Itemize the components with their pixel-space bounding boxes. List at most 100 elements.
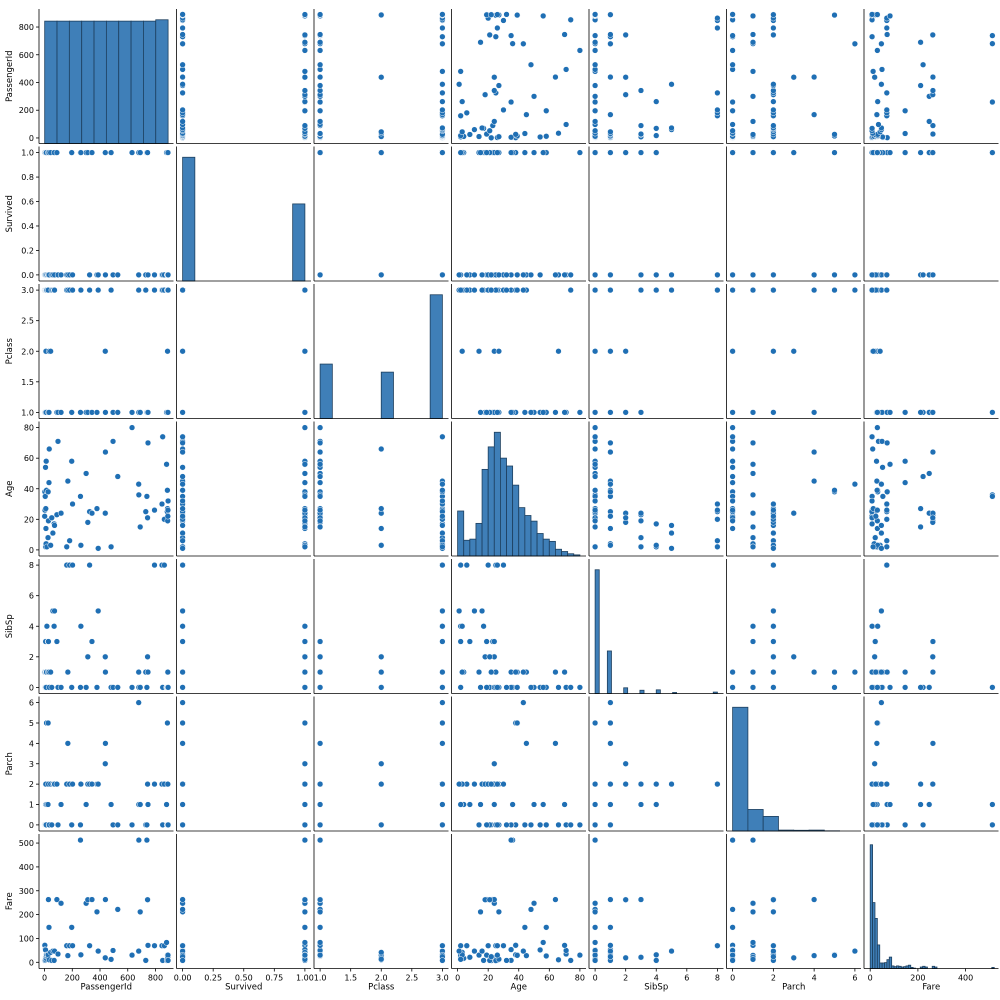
point-fare-vs-pclass-50	[316, 896, 324, 903]
point-parch-vs-age-17	[555, 821, 562, 829]
point-fare-vs-passengerid-29	[68, 924, 75, 931]
point-parch-vs-age-5	[536, 821, 544, 829]
point-sibsp-vs-age-50	[486, 653, 493, 660]
point-survived-vs-passengerid-45	[135, 271, 142, 279]
point-parch-vs-sibsp-50	[622, 780, 629, 788]
point-sibsp-vs-passengerid-37	[93, 684, 101, 691]
point-passengerid-vs-survived-39	[179, 73, 186, 81]
point-passengerid-vs-parch-51	[749, 31, 757, 38]
y-tick-label-sibsp-0: 0	[29, 683, 34, 692]
point-sibsp-vs-age-26	[457, 561, 464, 569]
point-sibsp-vs-passengerid-63	[164, 684, 172, 691]
point-sibsp-vs-pclass-18	[378, 668, 385, 676]
point-parch-vs-age-46	[509, 801, 516, 808]
point-age-vs-survived-33	[301, 470, 309, 477]
point-parch-vs-age-41	[457, 801, 464, 808]
point-sibsp-vs-age-47	[477, 684, 484, 691]
point-passengerid-vs-fare-43	[919, 61, 927, 68]
point-parch-vs-passengerid-41	[107, 801, 115, 808]
point-parch-vs-passengerid-52	[151, 780, 158, 788]
point-passengerid-vs-fare-40	[871, 74, 878, 81]
point-sibsp-vs-survived-63	[179, 684, 186, 691]
point-passengerid-vs-age-42	[562, 66, 570, 73]
point-passengerid-vs-sibsp-49	[591, 32, 599, 39]
point-parch-vs-survived-14	[301, 719, 309, 727]
point-age-vs-sibsp-13	[637, 534, 645, 541]
point-passengerid-vs-pclass-32	[439, 98, 446, 105]
point-parch-vs-sibsp-61	[607, 780, 614, 788]
point-pclass-vs-age-58	[514, 286, 521, 294]
point-sibsp-vs-parch-61	[770, 668, 777, 676]
point-age-vs-passengerid-42	[109, 438, 117, 445]
point-pclass-vs-parch-18	[770, 348, 777, 355]
y-tick-label-survived-5: 1.0	[21, 149, 34, 158]
point-passengerid-vs-fare-49	[989, 32, 996, 39]
point-sibsp-vs-parch-55	[770, 561, 777, 569]
point-age-vs-pclass-63	[439, 497, 446, 505]
point-passengerid-vs-parch-58	[831, 11, 838, 19]
point-age-vs-sibsp-26	[714, 543, 721, 550]
hist-bar-passengerid-9	[155, 19, 169, 144]
point-age-vs-parch-61	[770, 513, 777, 520]
point-parch-vs-age-16	[521, 821, 529, 829]
point-age-vs-passengerid-8	[42, 525, 50, 532]
point-fare-vs-parch-27	[810, 952, 818, 959]
panel-sibsp-vs-passengerid: 0 2 4 6 8	[29, 559, 174, 694]
point-sibsp-vs-parch-39	[810, 668, 818, 676]
point-fare-vs-age-21	[480, 957, 487, 964]
point-passengerid-vs-age-33	[530, 93, 538, 100]
point-parch-vs-sibsp-51	[607, 801, 614, 808]
point-parch-vs-fare-58	[873, 719, 881, 727]
point-parch-vs-passengerid-56	[163, 801, 170, 808]
x-tick-label-survived-3: 0.75	[265, 974, 283, 983]
point-passengerid-vs-pclass-40	[378, 74, 385, 81]
point-pclass-vs-passengerid-51	[144, 409, 152, 416]
point-age-vs-fare-29	[901, 458, 909, 465]
point-age-vs-sibsp-18	[607, 542, 614, 549]
point-passengerid-vs-age-5	[536, 133, 544, 141]
point-fare-vs-age-3	[507, 946, 515, 953]
x-tick-label-parch-2: 4	[812, 974, 817, 983]
x-tick-label-survived-4: 1.00	[296, 974, 314, 983]
point-pclass-vs-fare-63	[868, 286, 876, 294]
point-sibsp-vs-pclass-40	[378, 653, 385, 660]
point-age-vs-survived-38	[179, 545, 186, 552]
point-parch-vs-sibsp-38	[668, 780, 675, 788]
point-age-vs-parch-45	[851, 481, 859, 488]
x-tick-label-parch-1: 2	[771, 974, 776, 983]
point-pclass-vs-age-59	[495, 348, 503, 355]
point-pclass-vs-passengerid-40	[102, 348, 109, 355]
point-parch-vs-fare-47	[917, 801, 924, 808]
point-survived-vs-passengerid-51	[144, 271, 152, 279]
point-age-vs-parch-58	[831, 487, 838, 494]
x-tick-label-age-2: 40	[514, 974, 524, 983]
point-fare-vs-passengerid-31	[77, 836, 84, 844]
point-parch-vs-age-20	[471, 780, 478, 788]
point-sibsp-vs-pclass-36	[316, 638, 324, 645]
point-pclass-vs-passengerid-35	[86, 286, 93, 294]
point-survived-vs-passengerid-47	[137, 149, 144, 156]
panel-age-vs-passengerid: 0 20 40 60 80	[24, 421, 174, 557]
point-survived-vs-passengerid-32	[77, 149, 85, 156]
point-survived-vs-parch-61	[770, 271, 777, 279]
point-pclass-vs-parch-56	[749, 409, 757, 416]
point-parch-vs-age-29	[543, 821, 550, 829]
panel-age-vs-parch	[726, 421, 861, 557]
point-fare-vs-parch-49	[729, 836, 736, 844]
point-age-vs-survived-28	[179, 537, 186, 544]
point-fare-vs-parch-55	[770, 942, 777, 949]
panel-survived-vs-passengerid: 0.0 0.2 0.4 0.6 0.8 1.0	[21, 146, 174, 282]
point-parch-vs-pclass-18	[378, 780, 385, 788]
point-sibsp-vs-passengerid-33	[82, 684, 90, 691]
point-passengerid-vs-age-22	[478, 124, 486, 132]
point-parch-vs-fare-38	[878, 780, 885, 788]
point-fare-vs-age-17	[555, 956, 562, 963]
point-passengerid-vs-sibsp-45	[607, 40, 614, 47]
point-passengerid-vs-pclass-30	[439, 106, 446, 114]
point-passengerid-vs-pclass-35	[439, 89, 446, 97]
point-sibsp-vs-age-18	[459, 668, 466, 676]
point-age-vs-parch-20	[770, 529, 777, 537]
hist-bar-pclass-0	[319, 363, 333, 419]
point-survived-vs-age-38	[455, 271, 463, 279]
pairplot-grid: 02004006008000.00.20.40.60.81.01.01.52.0…	[19, 9, 999, 983]
